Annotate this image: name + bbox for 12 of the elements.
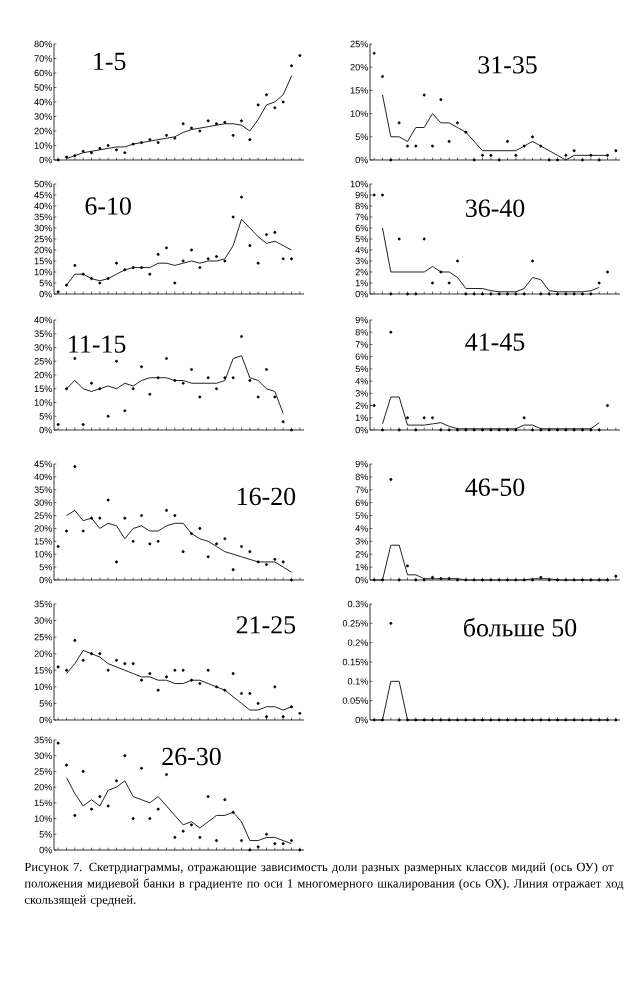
chart-title: 1-5 <box>94 52 126 71</box>
chart-title: 31-35 <box>478 56 537 74</box>
chart-title: 41-45 <box>465 333 525 351</box>
chart-title: 21-25 <box>236 616 296 634</box>
chart-title: 46-50 <box>465 478 525 496</box>
chart-title: 6-10 <box>85 197 131 215</box>
chart-title: 36-40 <box>466 199 525 217</box>
chart-title: больше 50 <box>464 617 577 637</box>
line-series <box>66 75 292 160</box>
chart-title: 11-15 <box>69 335 126 353</box>
text: 16-20 <box>237 487 296 506</box>
chart-title: 26-30 <box>162 747 221 766</box>
